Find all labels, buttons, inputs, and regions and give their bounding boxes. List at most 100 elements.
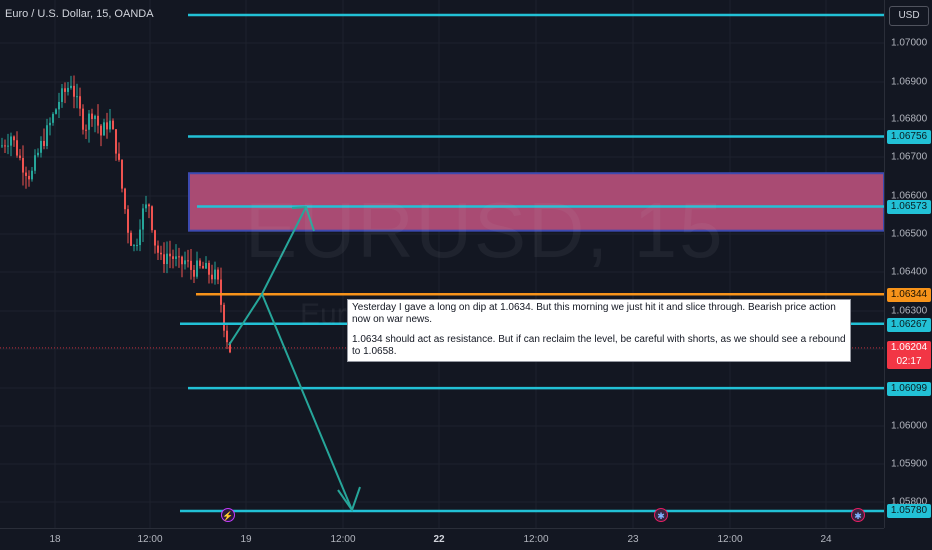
candle-body [142, 208, 144, 230]
candle-body [13, 136, 15, 141]
candle-body [121, 159, 123, 189]
time-tick: 12:00 [330, 534, 356, 545]
candle-body [136, 245, 138, 247]
candle-body [154, 230, 156, 246]
candle-body [133, 245, 135, 247]
price-label-1.06573: 1.06573 [887, 200, 931, 214]
price-tick: 1.06400 [891, 266, 928, 278]
candle-body [205, 262, 207, 269]
candle-body [220, 279, 222, 305]
candle-body [22, 158, 24, 173]
candle-body [214, 269, 216, 280]
time-tick: 12:00 [137, 534, 163, 545]
candle-body [94, 115, 96, 120]
candle-body [4, 145, 6, 147]
candle-body [190, 260, 192, 270]
candle-body [145, 204, 147, 209]
candle-body [67, 87, 69, 92]
price-label-1.06099: 1.06099 [887, 382, 931, 396]
candle-body [85, 129, 87, 131]
price-tick: 1.06300 [891, 305, 928, 317]
candle-body [187, 260, 189, 262]
candle-body [157, 245, 159, 253]
candle-body [49, 122, 51, 126]
candle-body [211, 274, 213, 280]
lightning-icon[interactable]: ⚡ [221, 508, 235, 522]
candle-body [160, 252, 162, 255]
currency-button[interactable]: USD [889, 6, 929, 26]
candle-body [82, 108, 84, 130]
candle-body [40, 140, 42, 153]
symbol-title[interactable]: Euro / U.S. Dollar, 15, OANDA [5, 8, 154, 20]
candle-body [52, 113, 54, 123]
resistance-zone [188, 172, 884, 232]
candle-body [28, 175, 30, 180]
candle-body [58, 101, 60, 110]
candle-body [178, 256, 180, 258]
candle-body [193, 269, 195, 277]
candle-body [223, 304, 225, 331]
candle-body [130, 232, 132, 246]
candle-body [118, 153, 120, 160]
candle-body [124, 188, 126, 210]
candle-body [31, 170, 33, 180]
candle-body [16, 140, 18, 156]
time-tick: 12:00 [717, 534, 743, 545]
economic-event-icon[interactable]: ✱ [654, 508, 668, 522]
candle-body [229, 342, 231, 353]
candle-body [127, 209, 129, 233]
candle-body [199, 260, 201, 266]
candle-body [208, 262, 210, 275]
candle-body [112, 120, 114, 130]
candle-body [37, 152, 39, 156]
economic-event-icon[interactable]: ✱ [851, 508, 865, 522]
price-label-1.06267: 1.06267 [887, 318, 931, 332]
price-axis[interactable]: USD 1.07000 1.06900 1.06800 1.06700 1.06… [884, 0, 932, 528]
time-axis[interactable]: 18 12:00 19 12:00 22 12:00 23 12:00 24 [0, 528, 884, 550]
chart-canvas[interactable] [0, 0, 884, 528]
candle-body [91, 113, 93, 120]
time-tick: 22 [433, 534, 445, 545]
downside-arrow-head [337, 486, 361, 513]
bar-countdown: 02:17 [896, 356, 922, 367]
last-price-label: 1.06204 02:17 [887, 341, 931, 369]
candle-body [115, 129, 117, 154]
candle-body [70, 85, 72, 88]
price-tick: 1.06500 [891, 228, 928, 240]
last-price-value: 1.06204 [890, 342, 928, 353]
candle-body [139, 229, 141, 246]
candle-body [61, 88, 63, 102]
time-tick: 24 [820, 534, 832, 545]
price-tick: 1.06000 [891, 420, 928, 432]
price-label-1.06756: 1.06756 [887, 130, 931, 144]
candle-body [184, 260, 186, 265]
chart-area[interactable]: Euro / U.S. Dollar, 15, OANDA EURUSD, 15… [0, 0, 884, 528]
candle-body [76, 96, 78, 98]
downside-projection-arrow [261, 293, 353, 511]
candle-body [226, 330, 228, 343]
price-tick: 1.06800 [891, 113, 928, 125]
candle-body [148, 204, 150, 207]
candle-body [79, 96, 81, 109]
price-tick: 1.05900 [891, 458, 928, 470]
price-tick: 1.07000 [891, 37, 928, 49]
price-tick: 1.06600 [891, 190, 928, 202]
time-tick: 23 [627, 534, 639, 545]
candle-body [43, 140, 45, 146]
candle-body [109, 120, 111, 130]
candle-body [217, 269, 219, 280]
candle-body [103, 122, 105, 136]
time-tick: 19 [240, 534, 252, 545]
candle-body [64, 88, 66, 92]
price-tick: 1.05800 [891, 496, 928, 508]
price-label-1.06344: 1.06344 [887, 288, 931, 302]
candle-body [151, 206, 153, 231]
candle-body [169, 253, 171, 257]
upside-arrow-head [291, 205, 315, 232]
candle-body [25, 172, 27, 176]
symbol-watermark: EURUSD, 15 [245, 186, 725, 274]
text-annotation[interactable]: Yesterday I gave a long on dip at 1.0634… [347, 299, 851, 362]
candle-body [106, 122, 108, 130]
annotation-paragraph-2: 1.0634 should act as resistance. But if … [352, 334, 846, 357]
candle-body [10, 136, 12, 146]
